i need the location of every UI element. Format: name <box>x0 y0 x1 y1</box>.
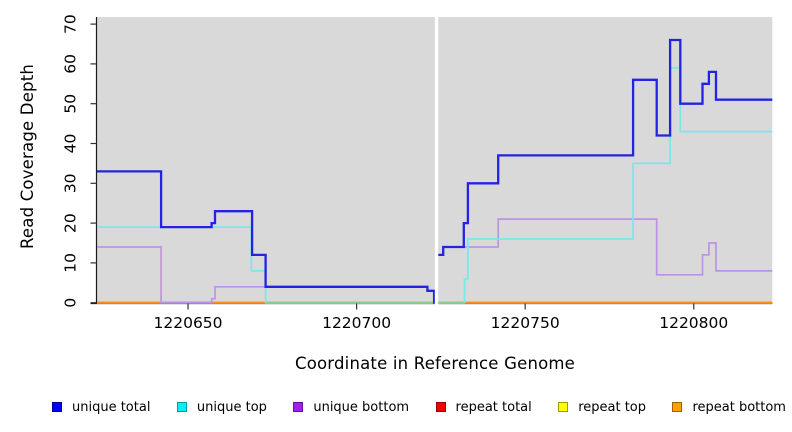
x-tick-label: 1220650 <box>154 314 223 332</box>
series-unique-total-line <box>97 170 436 304</box>
y-tick-label: 50 <box>61 94 79 114</box>
legend-label: unique bottom <box>313 399 410 415</box>
legend-item-unique-total: unique total <box>52 400 150 415</box>
series-unique-top-line <box>97 226 267 304</box>
y-tick-label: 60 <box>61 54 79 74</box>
legend-item-unique-top: unique top <box>176 399 267 415</box>
y-tick-label: 70 <box>61 14 79 34</box>
legend-swatch-repeat-top <box>558 402 569 412</box>
legend-label: repeat top <box>578 399 646 415</box>
y-tick-label: 10 <box>61 253 79 273</box>
legend-item-repeat-bottom: repeat bottom <box>672 400 786 415</box>
y-tick-label: 20 <box>61 213 79 233</box>
legend-label: repeat total <box>455 399 532 415</box>
y-tick-label: 40 <box>61 134 79 154</box>
y-tick-label: 30 <box>61 173 79 193</box>
legend-label: unique total <box>72 399 151 415</box>
x-axis-title: Coordinate in Reference Genome <box>294 354 576 373</box>
y-axis-title: Read Coverage Depth <box>18 63 37 249</box>
x-tick-label: 1220750 <box>491 314 560 332</box>
legend-label: unique top <box>196 399 267 415</box>
series-unique-total-line <box>438 38 773 257</box>
legend-swatch-repeat-total <box>435 402 446 412</box>
legend-swatch-unique-bottom <box>293 402 304 412</box>
plot-area <box>97 17 773 304</box>
legend-swatch-repeat-bottom <box>672 402 683 412</box>
legend-swatch-unique-total <box>52 402 62 412</box>
legend-item-repeat-total: repeat total <box>435 399 532 415</box>
legend-swatch-unique-top <box>176 402 187 412</box>
x-tick-label: 1220800 <box>659 314 728 332</box>
legend-item-repeat-top: repeat top <box>558 400 646 415</box>
legend-label: repeat bottom <box>692 399 786 415</box>
chart-legend: unique total unique top unique bottom re… <box>52 396 786 418</box>
y-tick-label: 0 <box>61 298 79 308</box>
legend-item-unique-bottom: unique bottom <box>293 400 409 415</box>
coverage-gap-band <box>434 16 439 307</box>
x-tick-label: 1220700 <box>322 314 391 332</box>
